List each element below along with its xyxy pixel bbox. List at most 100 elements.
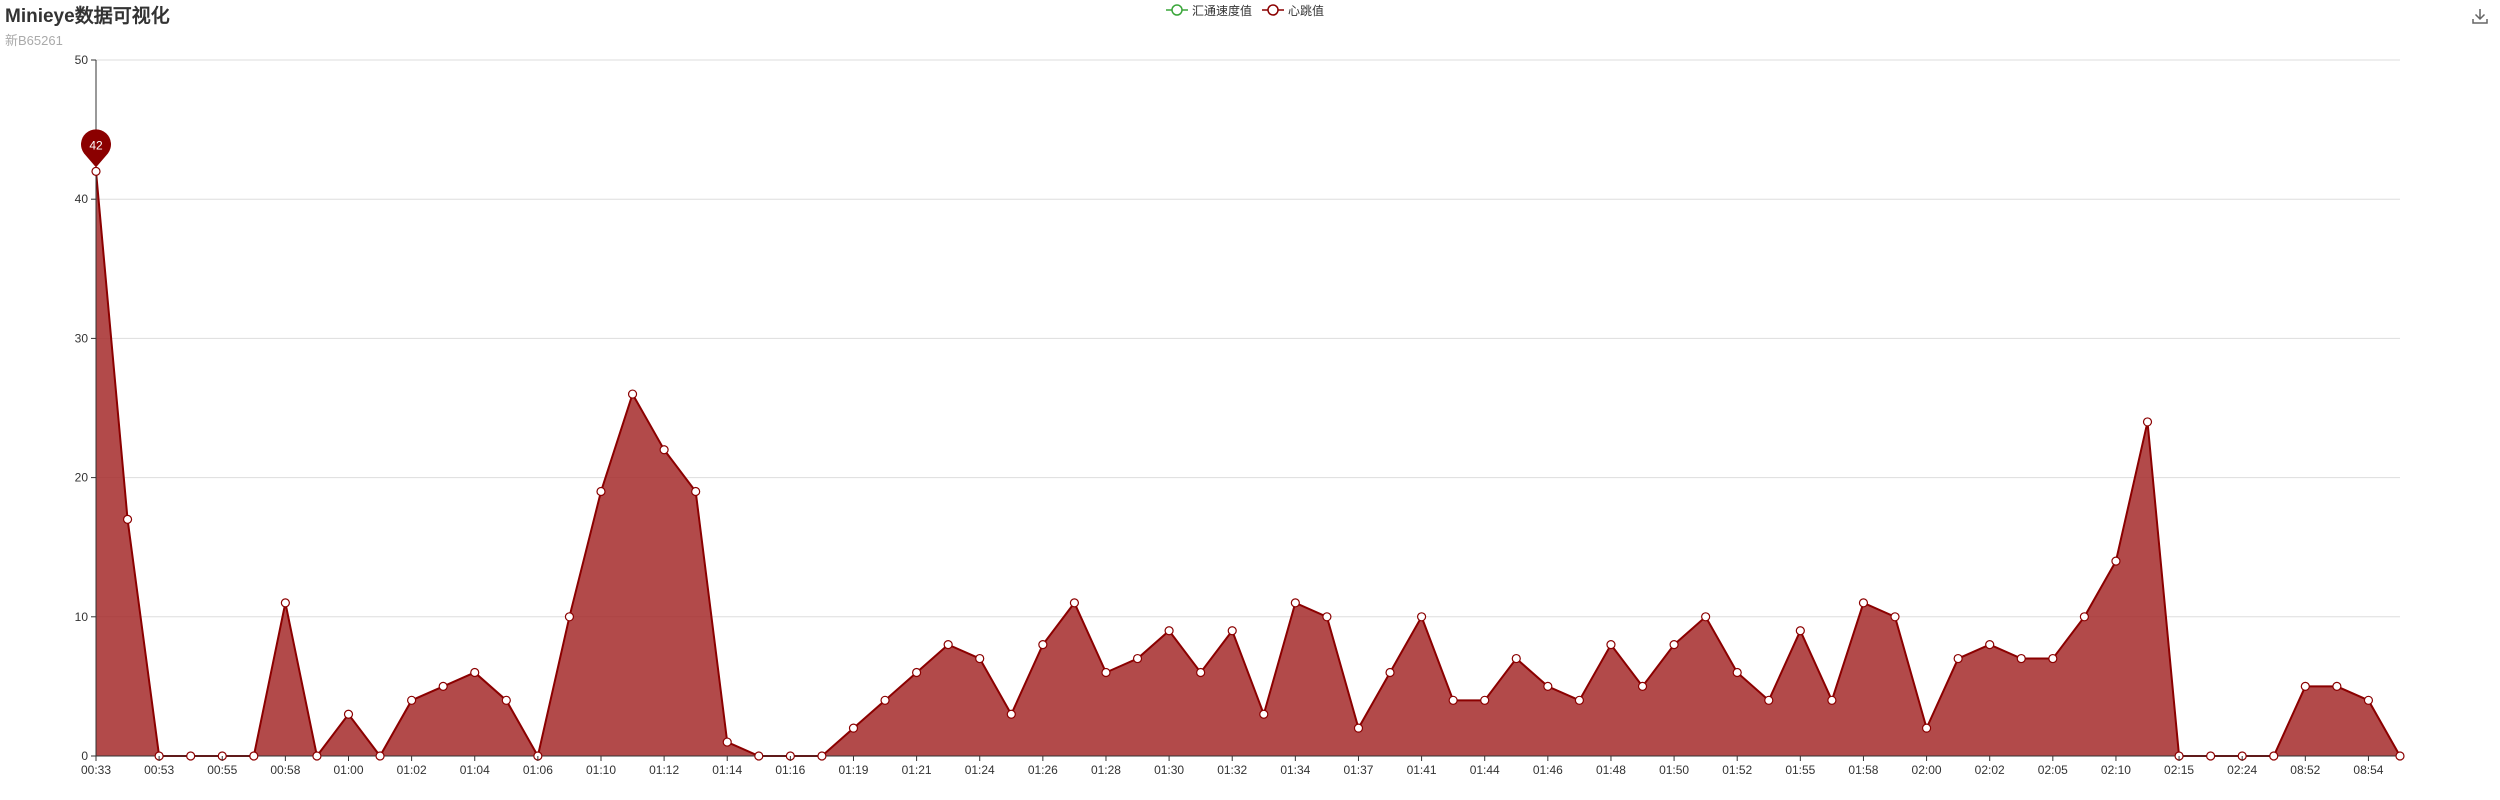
data-point <box>186 751 196 761</box>
x-tick-label: 01:14 <box>712 763 742 777</box>
data-point <box>375 751 385 761</box>
data-point <box>1669 640 1679 650</box>
legend-item-series-2[interactable]: 心跳值 <box>1262 2 1324 19</box>
data-point <box>1574 695 1584 705</box>
x-tick-label: 01:44 <box>1470 763 1500 777</box>
legend-label-series-2: 心跳值 <box>1288 3 1325 18</box>
data-point <box>1827 695 1837 705</box>
x-tick-label: 02:10 <box>2101 763 2131 777</box>
data-point <box>722 737 732 747</box>
data-point <box>312 751 322 761</box>
data-point <box>2332 681 2342 692</box>
data-point <box>91 166 101 176</box>
data-point <box>943 640 953 650</box>
save-image-button[interactable] <box>2470 6 2490 26</box>
data-point <box>564 612 575 622</box>
data-point <box>1858 598 1869 608</box>
x-tick-label: 01:00 <box>333 763 363 777</box>
data-point <box>817 751 827 761</box>
data-point <box>249 751 259 761</box>
data-point <box>1101 667 1111 678</box>
data-point <box>2395 751 2405 761</box>
legend-item-series-1[interactable]: 汇通速度值 <box>1166 2 1252 19</box>
max-markpoint <box>81 129 112 168</box>
series-line <box>95 171 2401 759</box>
x-tick-label: 01:48 <box>1596 763 1626 777</box>
x-tick-label: 02:00 <box>1912 763 1942 777</box>
data-point <box>501 695 511 705</box>
x-tick-label: 02:05 <box>2038 763 2068 777</box>
data-point <box>2142 417 2153 427</box>
data-point <box>407 695 417 705</box>
data-point <box>438 681 448 692</box>
page-subtitle: 新B65261 <box>5 33 63 48</box>
x-tick-label: 08:52 <box>2290 763 2320 777</box>
data-point <box>848 723 859 733</box>
legend-marker-series-1 <box>1166 4 1188 16</box>
data-point <box>754 751 764 761</box>
data-point <box>1227 626 1237 636</box>
data-point <box>596 486 606 497</box>
x-tick-label: 01:34 <box>1280 763 1310 777</box>
y-tick-label: 0 <box>81 749 88 763</box>
data-point <box>2111 556 2121 566</box>
data-point <box>1164 626 1174 636</box>
data-point <box>1953 653 1963 664</box>
x-tick-label: 00:55 <box>207 763 237 777</box>
data-point <box>691 486 701 497</box>
x-tick-label: 01:06 <box>523 763 553 777</box>
legend-label-series-1: 汇通速度值 <box>1192 3 1253 18</box>
data-point <box>1511 653 1521 664</box>
x-tick-label: 02:15 <box>2164 763 2194 777</box>
y-tick-label: 30 <box>75 331 89 345</box>
data-point <box>1480 695 1490 705</box>
y-tick-label: 50 <box>75 53 89 67</box>
page-title: Minieye数据可视化 <box>5 6 170 27</box>
data-point <box>1764 695 1774 705</box>
data-point <box>912 667 922 678</box>
x-tick-label: 02:02 <box>1975 763 2005 777</box>
data-point <box>2363 695 2374 705</box>
x-tick-label: 01:21 <box>902 763 932 777</box>
x-tick-label: 08:54 <box>2353 763 2383 777</box>
data-point <box>2079 612 2089 622</box>
data-point <box>1322 612 1332 622</box>
x-tick-label: 00:58 <box>270 763 300 777</box>
x-tick-label: 01:41 <box>1407 763 1437 777</box>
max-markpoint-label: 42 <box>89 138 103 152</box>
data-point <box>1637 681 1648 692</box>
x-tick-label: 01:37 <box>1343 763 1373 777</box>
data-point <box>122 514 133 524</box>
data-point <box>1290 598 1300 608</box>
data-point <box>1196 667 1206 678</box>
x-tick-label: 01:19 <box>838 763 868 777</box>
x-tick-label: 01:26 <box>1028 763 1058 777</box>
download-icon <box>2472 9 2488 24</box>
data-point <box>1795 626 1805 636</box>
data-point <box>470 667 480 678</box>
data-point <box>1701 612 1711 622</box>
data-point <box>1921 723 1932 733</box>
data-point <box>1606 640 1616 650</box>
legend-marker-series-2 <box>1262 4 1285 16</box>
data-point <box>1890 612 1900 622</box>
data-point <box>2048 653 2058 664</box>
x-tick-label: 01:32 <box>1217 763 1247 777</box>
x-tick-label: 01:24 <box>965 763 995 777</box>
data-point <box>1038 640 1048 650</box>
data-point <box>343 709 354 719</box>
x-tick-label: 01:58 <box>1848 763 1878 777</box>
data-point <box>1259 709 1269 719</box>
data-point <box>659 445 669 455</box>
data-point <box>280 598 290 608</box>
data-point <box>627 389 638 399</box>
data-point <box>880 695 890 705</box>
x-tick-label: 01:10 <box>586 763 616 777</box>
data-point <box>1069 598 1080 608</box>
data-point <box>1543 681 1553 692</box>
x-tick-label: 01:30 <box>1154 763 1184 777</box>
data-point <box>1448 695 1458 705</box>
data-point <box>1416 612 1427 622</box>
x-tick-label: 01:04 <box>460 763 490 777</box>
data-point <box>975 653 985 664</box>
